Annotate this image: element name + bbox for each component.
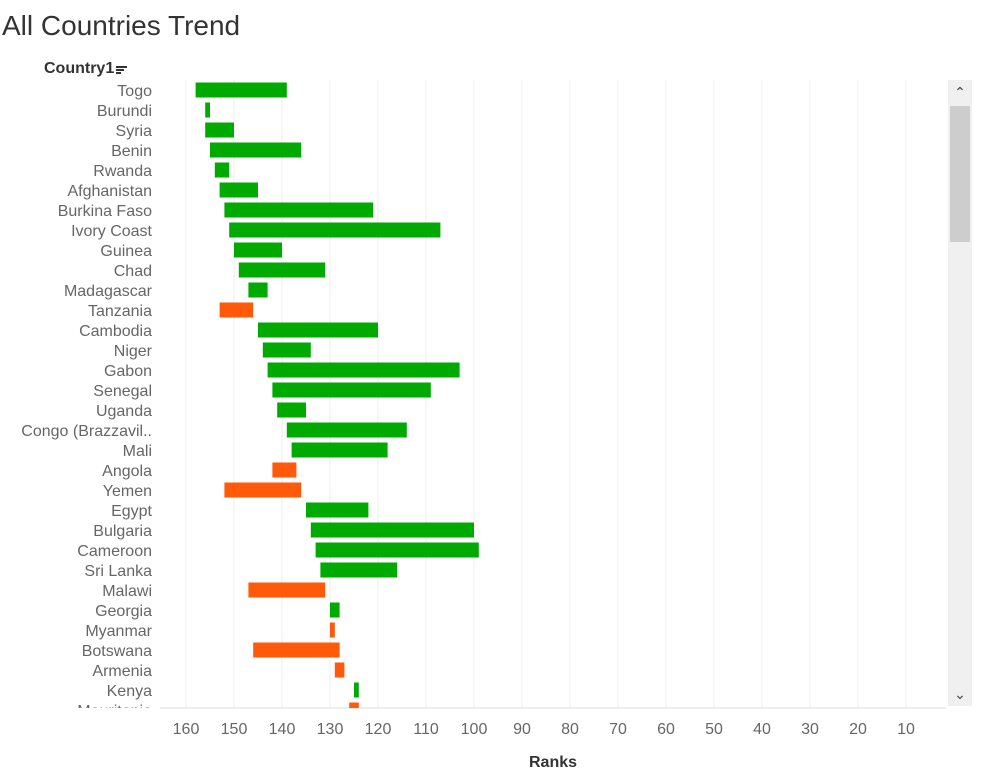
rank-bar[interactable]	[272, 382, 431, 398]
country-field-header[interactable]: Country1	[44, 60, 128, 78]
country-label: Togo	[117, 83, 152, 100]
country-label: Myanmar	[85, 623, 152, 640]
country-label: Chad	[114, 263, 152, 280]
rank-bar[interactable]	[291, 442, 388, 458]
country-label: Egypt	[111, 503, 152, 520]
rank-bar[interactable]	[267, 362, 460, 378]
country-label: Georgia	[95, 603, 152, 620]
rank-bar[interactable]	[310, 522, 474, 538]
chevron-up-icon[interactable]: ⌃	[954, 83, 966, 100]
rank-bar[interactable]	[330, 622, 335, 638]
country-label: Senegal	[93, 383, 152, 400]
x-tick-label: 120	[365, 721, 392, 738]
x-tick-label: 70	[609, 721, 627, 738]
country-label: Armenia	[92, 663, 152, 680]
x-tick-label: 30	[801, 721, 819, 738]
country-label: Madagascar	[64, 283, 153, 300]
x-tick-label: 130	[317, 721, 344, 738]
country-label: Guinea	[100, 243, 152, 260]
field-header-label: Country1	[44, 60, 115, 77]
chevron-down-icon[interactable]: ⌄	[954, 685, 966, 702]
rank-bar[interactable]	[224, 202, 374, 218]
country-label: Burundi	[97, 103, 152, 120]
rank-bar[interactable]	[315, 542, 479, 558]
country-label: Niger	[114, 343, 153, 360]
rank-bar[interactable]	[214, 162, 230, 178]
x-tick-labels: 160 150 140 130 120 110 100 90 80 70 60 50 40 30 20 10	[173, 721, 915, 738]
rank-bar[interactable]	[306, 502, 369, 518]
x-tick-label: 50	[705, 721, 723, 738]
rank-bar[interactable]	[195, 82, 287, 98]
rank-bar[interactable]	[229, 222, 441, 238]
country-label: Burkina Faso	[58, 203, 152, 220]
country-label: Uganda	[96, 403, 152, 420]
country-label: Cambodia	[79, 323, 152, 340]
rank-bar[interactable]	[224, 482, 302, 498]
vertical-scrollbar[interactable]: ⌃ ⌄	[948, 80, 972, 706]
x-tick-label: 110	[413, 721, 439, 738]
country-label: Kenya	[107, 683, 152, 700]
rank-bar[interactable]	[330, 602, 340, 618]
country-label: Afghanistan	[67, 183, 152, 200]
x-tick-label: 160	[173, 721, 200, 738]
country-label: Yemen	[103, 483, 152, 500]
country-label: Tanzania	[88, 303, 152, 320]
x-tick-label: 90	[513, 721, 531, 738]
scroll-thumb[interactable]	[950, 106, 970, 242]
rank-bar[interactable]	[354, 682, 359, 698]
country-label: Mauritania	[77, 703, 152, 720]
country-label: Angola	[102, 463, 152, 480]
rank-bar[interactable]	[205, 122, 234, 138]
x-tick-label: 60	[657, 721, 675, 738]
x-tick-label: 100	[461, 721, 488, 738]
country-label: Bulgaria	[93, 523, 152, 540]
country-label: Botswana	[82, 643, 152, 660]
rank-bar[interactable]	[334, 662, 345, 678]
chart-title: All Countries Trend	[2, 10, 241, 41]
x-tick-label: 80	[561, 721, 579, 738]
country-label: Mali	[123, 443, 152, 460]
sort-descending-icon[interactable]	[116, 63, 128, 75]
x-axis-title: Ranks	[529, 754, 577, 771]
rank-bar[interactable]	[248, 582, 326, 598]
country-label: Sri Lanka	[84, 563, 152, 580]
rank-bar[interactable]	[286, 422, 407, 438]
data-rows: Togo Burundi Syria Benin Rwanda Afghanistan Bu…	[21, 82, 479, 720]
x-tick-label: 20	[849, 721, 867, 738]
rank-bar[interactable]	[349, 702, 359, 718]
x-tick-label: 150	[221, 721, 248, 738]
x-tick-label: 40	[753, 721, 771, 738]
country-label: Rwanda	[93, 163, 152, 180]
rank-bar[interactable]	[238, 262, 326, 278]
country-label: Gabon	[104, 363, 152, 380]
rank-bar[interactable]	[320, 562, 398, 578]
x-tick-label: 10	[897, 721, 915, 738]
rank-bar[interactable]	[262, 342, 311, 358]
rank-bar[interactable]	[205, 102, 210, 118]
rank-bar[interactable]	[219, 182, 258, 198]
country-label: Benin	[111, 143, 152, 160]
rank-bar[interactable]	[234, 242, 282, 258]
country-label: Cameroon	[77, 543, 152, 560]
rank-bar[interactable]	[272, 462, 297, 478]
country-label: Malawi	[102, 583, 152, 600]
country-label: Congo (Brazzavil..	[21, 423, 152, 440]
rank-bar[interactable]	[210, 142, 302, 158]
country-label: Ivory Coast	[71, 223, 152, 240]
country-label: Syria	[116, 123, 153, 140]
rank-bar[interactable]	[253, 642, 340, 658]
rank-bar[interactable]	[219, 302, 254, 318]
rank-bar[interactable]	[277, 402, 306, 418]
rank-bar[interactable]	[248, 282, 268, 298]
x-tick-label: 140	[269, 721, 296, 738]
rank-bar[interactable]	[258, 322, 378, 338]
